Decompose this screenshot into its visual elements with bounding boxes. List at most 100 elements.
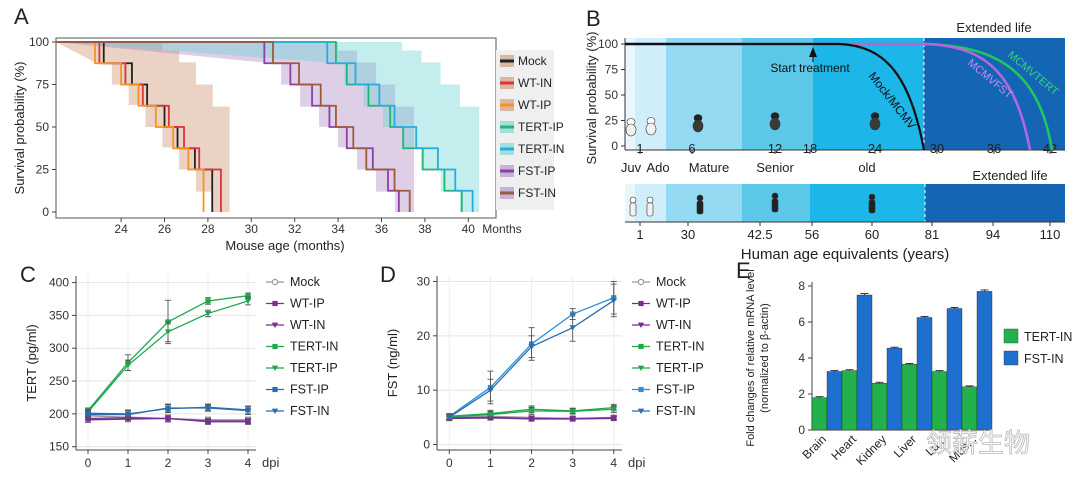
x-tick-label: 26 (158, 222, 172, 236)
bar-fst-in-lung (946, 308, 963, 431)
human-stage-band-5 (925, 184, 1065, 222)
data-point (84, 417, 92, 423)
legend-item-wt-ip: WT-IP (500, 98, 551, 112)
human-stage-band-2 (666, 184, 742, 222)
extended-life-human: Extended life (972, 168, 1047, 183)
bar-tert-in-lung (931, 371, 948, 431)
y-tick-label: 0 (611, 139, 618, 153)
legend-label: WT-IP (518, 98, 551, 112)
legend-item-fst-in: FST-IN (500, 186, 556, 200)
bar-fst-in-liver (916, 317, 933, 431)
data-point (205, 298, 211, 304)
bar-tert-in-liver (901, 364, 918, 431)
y-tick-label: 0 (423, 438, 430, 452)
legend-label: FST-IP (518, 164, 555, 178)
panel-label-e: E (736, 258, 751, 283)
data-point (569, 408, 576, 415)
x-axis-title: dpi (262, 455, 279, 470)
legend-marker (638, 300, 644, 307)
mouse-figure-icon (692, 114, 704, 133)
data-point (610, 406, 617, 413)
legend-swatch (1003, 350, 1019, 366)
mouse-figure-icon (645, 117, 657, 136)
mouse-x-tick-label: 30 (930, 141, 944, 156)
series-fst-in (84, 403, 252, 419)
legend-label: TERT-IP (290, 361, 338, 375)
mouse-x-tick-label: 42 (1043, 141, 1057, 156)
legend-label: FST-IP (290, 383, 329, 397)
legend-marker (637, 365, 645, 371)
legend-marker (271, 322, 279, 328)
km-curve-tert-in (56, 41, 474, 212)
bar-tert-in-heart (841, 370, 858, 431)
legend-label: TERT-IN (656, 340, 704, 354)
y-axis-title-line1: Fold changes of relative mRNA level (745, 269, 757, 446)
y-tick-label: 30 (417, 274, 431, 288)
human-x-tick-label: 56 (805, 227, 819, 242)
data-point (164, 405, 172, 411)
y-tick-label: 100 (29, 35, 49, 49)
data-point (610, 298, 617, 304)
x-tick-label: 40 (462, 222, 476, 236)
plot-area (55, 37, 497, 219)
legend-label: FST-IN (518, 186, 556, 200)
human-x-axis-title: Human age equivalents (years) (741, 246, 949, 263)
ci-band-1 (56, 42, 415, 212)
bar-tert-in-brain (811, 397, 828, 431)
x-tick-label: 1 (125, 456, 132, 470)
legend-item-wt-ip: WT-IP (266, 297, 325, 311)
figure-body (769, 117, 781, 131)
mouse-stage-label: old (858, 160, 875, 175)
category-label: Liver (891, 432, 919, 460)
data-point (244, 408, 252, 414)
figure-head (696, 194, 704, 202)
legend-marker (272, 386, 278, 393)
x-tick-label: 2 (528, 456, 535, 470)
y-axis-title: FST (ng/ml) (385, 329, 400, 397)
y-tick-label: 50 (605, 88, 619, 102)
legend-item-wt-in: WT-IN (266, 318, 325, 332)
human-x-tick-label: 81 (925, 227, 939, 242)
y-tick-label: 350 (49, 308, 69, 322)
data-point (528, 408, 535, 414)
legend-item-tert-in: TERT-IN (266, 340, 338, 354)
x-axis-title: dpi (628, 455, 645, 470)
survival-curve-1 (625, 42, 1032, 150)
data-point (446, 414, 453, 421)
y-tick-label: 300 (49, 341, 69, 355)
data-point (569, 416, 576, 423)
legend-label: WT-IP (290, 297, 325, 311)
human-x-tick-label: 94 (986, 227, 1000, 242)
bar-fst-in-kidney (886, 347, 903, 431)
legend-item-tert-ip: TERT-IP (500, 120, 564, 134)
data-point (124, 412, 132, 418)
mouse-stage-label: Juv (621, 160, 642, 175)
data-point (124, 362, 132, 369)
mouse-x-tick-label: 24 (868, 141, 882, 156)
figure-body (645, 122, 657, 136)
data-point (84, 412, 92, 418)
x-tick-label: 34 (331, 222, 345, 236)
watermark: 领薪生物 (926, 428, 1030, 458)
x-tick-label: 0 (85, 456, 92, 470)
human-figure-icon (868, 193, 876, 214)
mouse-figure-icon (625, 118, 637, 137)
data-point (569, 325, 576, 331)
human-x-tick-label: 110 (1040, 227, 1061, 242)
survival-curve-0 (625, 42, 926, 150)
y-tick-label: 75 (605, 63, 619, 77)
legend-marker (638, 343, 644, 350)
legend-marker (272, 300, 278, 307)
x-tick-label: 30 (245, 222, 259, 236)
human-x-tick-label: 42.5 (747, 227, 772, 242)
x-tick-label: 4 (610, 456, 617, 470)
legend-label: FST-IP (656, 383, 695, 397)
data-point (244, 298, 252, 304)
legend: Mock WT-IN WT-IP TERT-IP TERT-IN FST-IP FST-IN (496, 50, 564, 210)
x-axis-title: Mouse age (months) (225, 238, 344, 253)
y-tick-label: 25 (36, 163, 50, 177)
x-tick-label: 24 (114, 222, 128, 236)
y-tick-label: 25 (605, 114, 619, 128)
panel-label-d: D (380, 262, 396, 287)
